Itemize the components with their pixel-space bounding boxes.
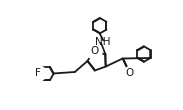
Text: O: O [126,68,134,78]
Text: O: O [90,46,98,56]
Text: NH: NH [95,37,111,47]
Text: F: F [35,68,41,78]
